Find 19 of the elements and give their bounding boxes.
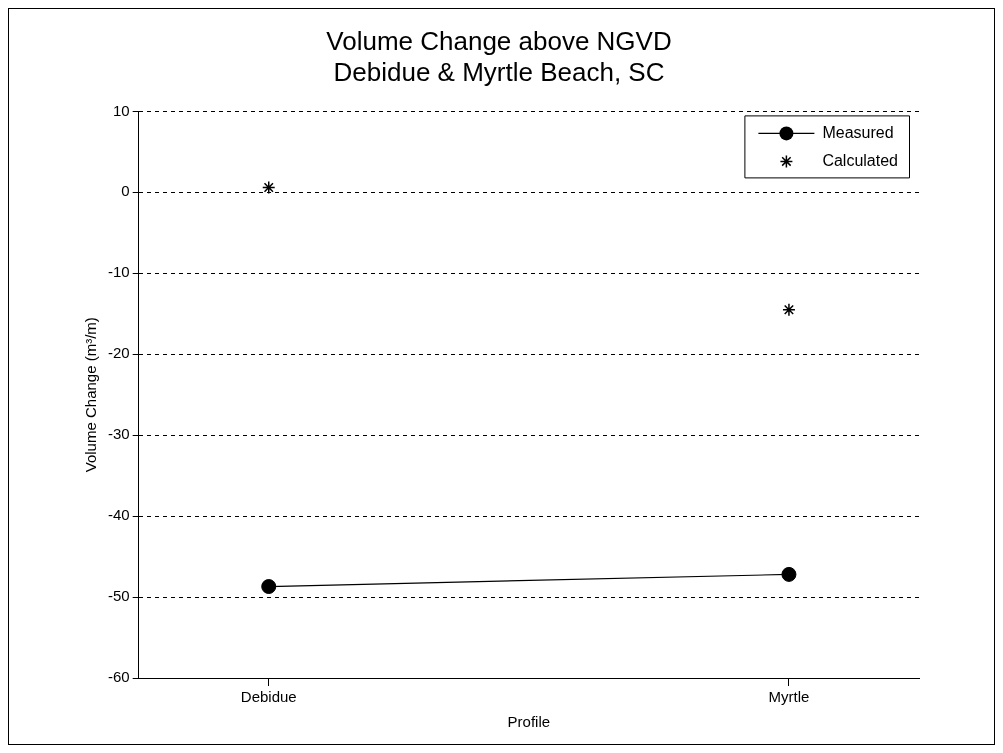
x-tick-label: Debidue	[240, 688, 297, 706]
y-tick-label: 10	[112, 101, 130, 119]
chart-title: Volume Change above NGVD Debidue & Myrtle Beach, SC	[326, 25, 672, 87]
y-tick-label: 0	[121, 182, 130, 200]
point	[261, 579, 277, 595]
y-tick-label: -20	[107, 344, 130, 362]
legend-label: Measured	[822, 123, 894, 141]
legend-label: Calculated	[822, 151, 899, 169]
point	[782, 302, 796, 317]
y-tick-label: -50	[107, 587, 130, 605]
x-axis-title: Profile	[507, 713, 551, 731]
x-tick-label: Myrtle	[768, 688, 810, 706]
y-axis-title: Volume Change (m³/m)	[82, 317, 100, 473]
point	[261, 180, 276, 195]
y-tick-label: -40	[107, 506, 130, 524]
y-tick-label: -10	[107, 263, 130, 281]
point	[781, 566, 797, 582]
y-tick-label: -30	[107, 425, 130, 443]
y-tick-label: -60	[107, 668, 130, 686]
